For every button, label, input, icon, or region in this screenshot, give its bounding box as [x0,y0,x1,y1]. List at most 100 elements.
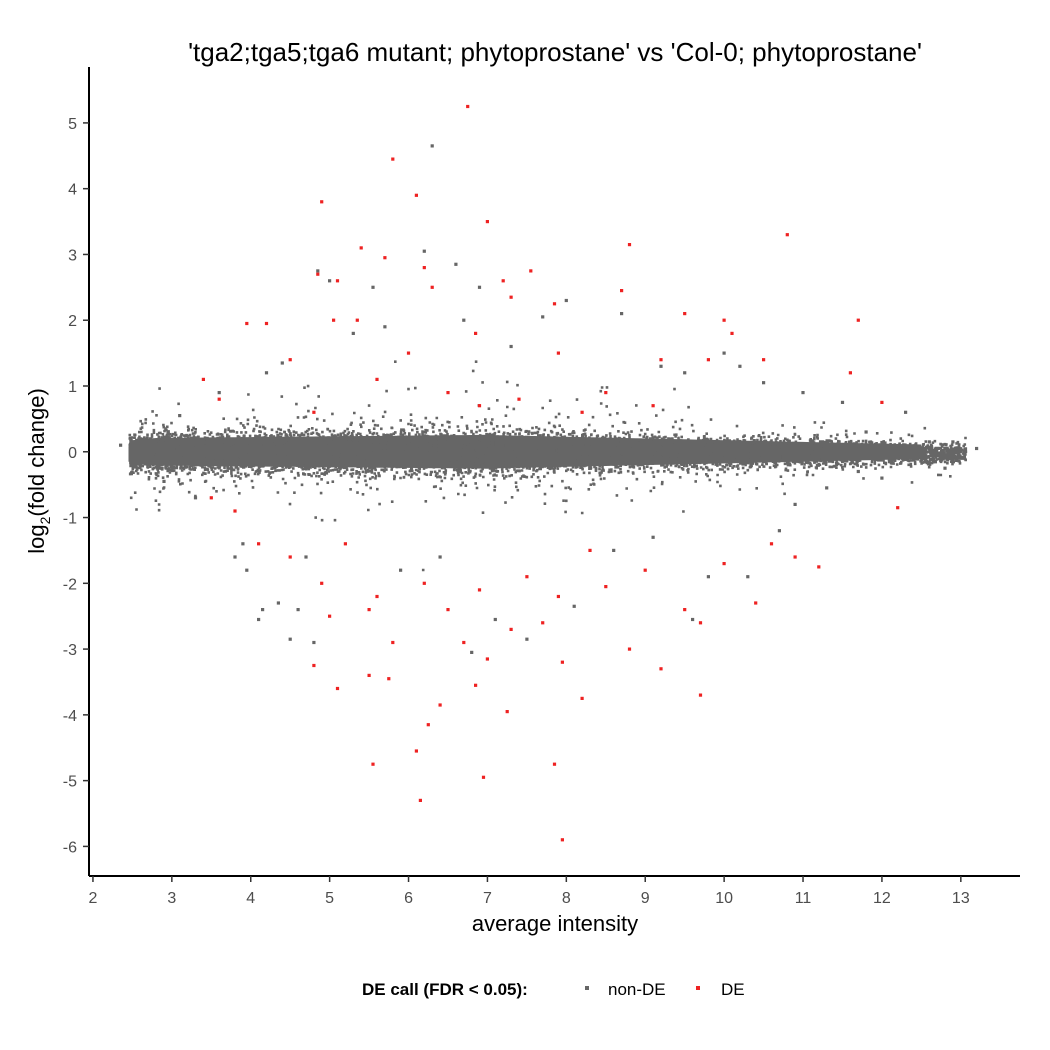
point-de [580,696,584,700]
point-non-de [975,446,979,451]
point-non-de [119,443,123,447]
point-de [552,762,557,766]
point-non-de [130,440,134,444]
point-de [505,710,509,714]
y-axis-title-group: log2(fold change) [24,388,53,554]
point-de [462,640,466,645]
x-tick-label: 3 [167,890,176,907]
point-non-de [245,568,249,572]
point-non-de [904,410,908,414]
point-non-de [620,312,624,316]
data-points [119,104,979,842]
point-non-de [864,430,868,434]
legend-label-de: DE [721,980,745,999]
y-axis-title: log2(fold change) [24,388,53,554]
point-de [588,548,592,552]
point-de [529,269,533,273]
y-axis-title-subscript: 2 [37,516,53,524]
point-non-de [162,479,166,483]
point-de [332,318,336,322]
point-non-de [399,568,403,572]
point-non-de [493,617,497,622]
point-de [406,351,411,355]
point-non-de [462,318,466,322]
point-de [525,575,529,579]
point-de [257,542,261,546]
point-de [627,243,632,247]
point-de [446,608,450,612]
y-tick-label: 1 [68,379,77,396]
point-de [627,647,632,651]
y-tick-label: -5 [63,774,77,791]
point-non-de [777,529,781,533]
point-non-de [383,325,387,329]
point-de [552,302,557,306]
point-de [541,621,545,625]
point-de [422,266,426,270]
point-non-de [659,364,663,368]
x-axis-title: average intensity [472,911,638,936]
point-de [312,663,316,668]
point-non-de [470,650,474,654]
point-non-de [233,555,237,559]
point-de [320,200,324,204]
point-de [438,703,442,707]
y-tick-label: -2 [63,576,77,593]
y-tick-label: 0 [68,445,77,462]
point-non-de [422,249,426,253]
point-de [556,351,560,355]
point-non-de [454,262,458,266]
point-de [288,555,292,559]
point-non-de [943,466,947,470]
point-de [446,391,450,395]
point-non-de [477,285,482,289]
point-de [426,723,430,727]
point-de [288,358,292,362]
point-de [722,318,726,322]
point-de [560,660,564,664]
point-de [217,397,221,401]
point-non-de [296,608,300,612]
point-de [359,246,363,250]
point-non-de [257,617,261,622]
y-axis-title-prefix: log [24,524,49,553]
point-de [501,279,505,283]
point-de [233,509,237,513]
point-de [698,693,703,697]
point-de [477,404,482,408]
legend: DE call (FDR < 0.05): non-DE DE [362,980,745,999]
point-de [683,312,687,316]
point-non-de [509,344,513,349]
point-non-de [264,371,269,375]
point-non-de [801,391,805,395]
point-de [335,686,340,691]
point-non-de [612,548,616,552]
point-de [312,410,316,414]
point-non-de [856,469,860,474]
point-de [316,272,320,276]
point-de [509,295,513,299]
x-tick-label: 2 [88,890,97,907]
point-non-de [722,351,726,355]
point-de [343,542,347,546]
point-non-de [691,617,695,622]
point-non-de [193,496,198,500]
point-de [474,683,478,687]
point-de [391,157,395,161]
point-de [335,279,340,283]
point-de [722,562,726,566]
y-tick-label: -3 [63,642,77,659]
x-tick-label: 4 [246,890,255,907]
point-de [485,220,489,224]
point-non-de [438,555,442,559]
point-de [604,391,608,395]
point-de [848,371,852,375]
point-de [651,404,655,408]
point-non-de [651,535,655,539]
y-tick-label: 4 [68,182,77,199]
y-tick-label: 3 [68,247,77,264]
point-de [856,318,860,322]
point-de [477,588,482,592]
legend-title: DE call (FDR < 0.05): [362,980,528,999]
